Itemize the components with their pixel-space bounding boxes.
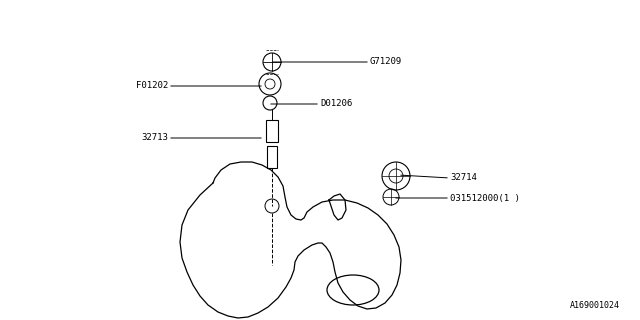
Text: 32714: 32714 [450,173,477,182]
Text: 031512000(1 ): 031512000(1 ) [450,194,520,203]
Bar [266,120,278,141]
Bar [267,146,277,168]
Text: F01202: F01202 [136,82,168,91]
Text: D01206: D01206 [320,100,352,108]
Text: 32713: 32713 [141,133,168,142]
Text: G71209: G71209 [370,58,403,67]
Text: A169001024: A169001024 [570,301,620,310]
